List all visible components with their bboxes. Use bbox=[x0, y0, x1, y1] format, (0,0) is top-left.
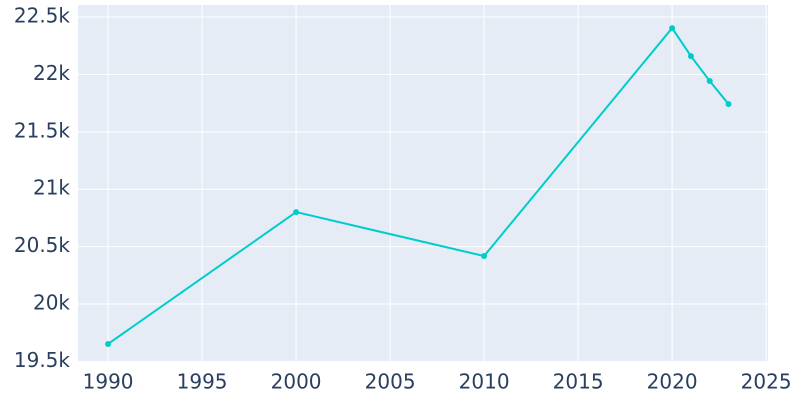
point bbox=[105, 340, 112, 347]
x-tick-label: 1995 bbox=[177, 370, 228, 394]
y-tick-label: 20.5k bbox=[14, 233, 71, 257]
point bbox=[687, 53, 694, 60]
y-tick-label: 21.5k bbox=[14, 118, 71, 142]
x-tick-label: 2015 bbox=[553, 370, 604, 394]
y-tick-label: 20k bbox=[33, 291, 70, 315]
point bbox=[293, 209, 300, 216]
y-tick-label: 21k bbox=[33, 176, 70, 200]
x-tick-label: 2020 bbox=[647, 370, 698, 394]
plot-area bbox=[78, 5, 768, 362]
point bbox=[669, 25, 676, 32]
x-tick-label: 2010 bbox=[459, 370, 510, 394]
x-tick-label: 1990 bbox=[83, 370, 134, 394]
x-tick-label: 2000 bbox=[271, 370, 322, 394]
y-tick-label: 19.5k bbox=[14, 348, 71, 372]
x-tick-label: 2005 bbox=[365, 370, 416, 394]
y-tick-label: 22k bbox=[33, 61, 70, 85]
point bbox=[706, 77, 713, 84]
point bbox=[725, 101, 732, 108]
point bbox=[481, 253, 488, 260]
x-tick-label: 2025 bbox=[741, 370, 792, 394]
y-tick-label: 22.5k bbox=[14, 4, 71, 28]
